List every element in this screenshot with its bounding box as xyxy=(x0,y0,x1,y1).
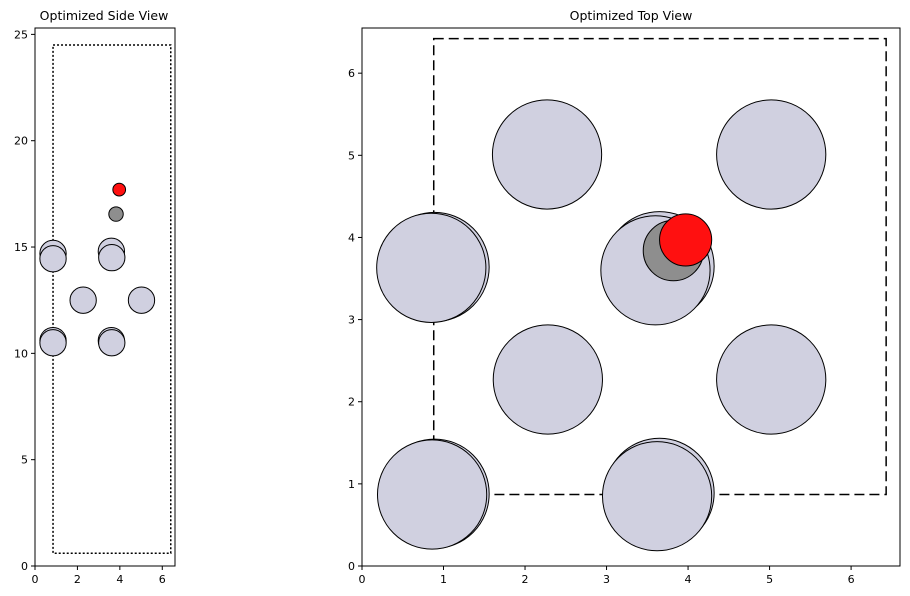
side-view-title: Optimized Side View xyxy=(40,8,169,23)
top-ytick-label: 6 xyxy=(348,67,355,80)
side-ytick-label: 0 xyxy=(21,560,28,573)
side-atom-substrate xyxy=(69,286,97,314)
side-view-panel: Optimized Side View 0 2 4 6 0 5 10 15 20 25 xyxy=(14,8,176,586)
side-atom-adsorbate xyxy=(108,206,124,222)
top-ytick-label: 0 xyxy=(348,560,355,573)
top-atom-substrate xyxy=(376,439,488,550)
side-atom-substrate xyxy=(39,329,67,357)
top-atom-substrate xyxy=(716,324,827,435)
side-atom-substrate xyxy=(98,244,126,272)
top-xtick-label: 2 xyxy=(522,573,529,586)
side-xtick-label: 2 xyxy=(74,573,81,586)
top-view-title: Optimized Top View xyxy=(570,8,693,23)
side-ytick-label: 15 xyxy=(14,241,28,254)
top-xtick-label: 6 xyxy=(848,573,855,586)
side-atom-substrate xyxy=(39,245,67,273)
side-atom-substrate xyxy=(127,286,156,314)
top-xtick-label: 5 xyxy=(766,573,773,586)
side-ytick-label: 20 xyxy=(14,135,28,148)
top-ytick-label: 5 xyxy=(348,149,355,162)
top-ytick-label: 2 xyxy=(348,396,355,409)
side-xtick-label: 6 xyxy=(159,573,166,586)
top-xtick-label: 1 xyxy=(440,573,447,586)
top-ytick-label: 1 xyxy=(348,478,355,491)
top-atom-substrate xyxy=(376,212,487,323)
top-xtick-label: 3 xyxy=(603,573,610,586)
top-axes-frame xyxy=(361,27,901,567)
top-atom-substrate xyxy=(491,99,603,210)
side-ytick-label: 25 xyxy=(14,28,28,41)
top-atom-substrate xyxy=(716,99,827,210)
side-cell-outline xyxy=(52,44,172,554)
top-view-panel: Optimized Top View 0 1 2 3 4 5 6 0 1 2 3 4 5 6 xyxy=(348,8,901,586)
top-atom-substrate xyxy=(492,324,603,435)
top-atom-adsorbate xyxy=(659,213,713,267)
top-xtick-label: 0 xyxy=(359,573,366,586)
top-atom-substrate xyxy=(601,441,713,552)
side-ytick-label: 5 xyxy=(21,454,28,467)
top-ytick-label: 3 xyxy=(348,314,355,327)
side-xtick-label: 0 xyxy=(32,573,39,586)
side-atom-adsorbate xyxy=(112,182,127,197)
side-axes-frame xyxy=(34,27,176,567)
top-xtick-label: 4 xyxy=(685,573,692,586)
side-ytick-label: 10 xyxy=(14,347,28,360)
top-ytick-label: 4 xyxy=(348,231,355,244)
side-atom-substrate xyxy=(98,329,126,357)
side-xtick-label: 4 xyxy=(116,573,123,586)
